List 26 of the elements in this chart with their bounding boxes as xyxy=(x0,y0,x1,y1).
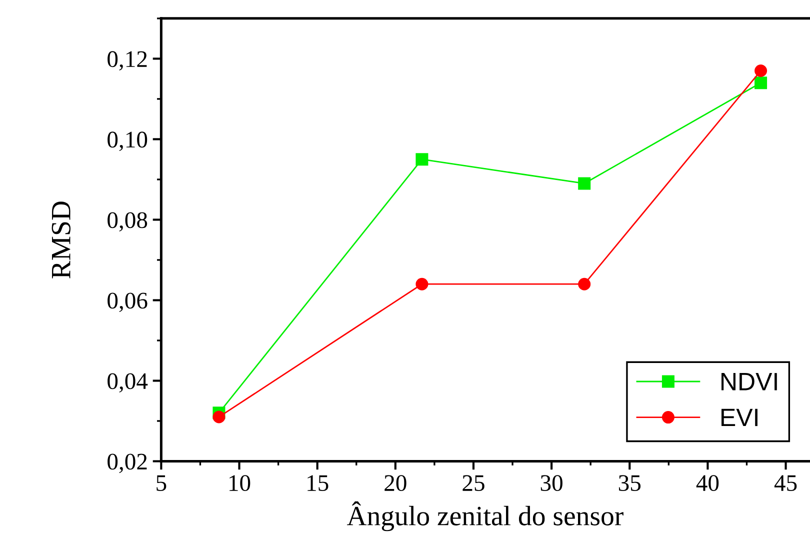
point xyxy=(416,153,428,166)
x-tick-label: 35 xyxy=(618,475,641,492)
point xyxy=(754,76,768,90)
x-tick-label: 20 xyxy=(384,475,406,492)
y-tick-label: 0,12 xyxy=(108,51,147,71)
x-tick-label: 10 xyxy=(230,475,250,492)
y-tick-label: 0,08 xyxy=(108,212,148,232)
y-tick-label: 0,02 xyxy=(108,454,147,474)
y-tick-label: 0,04 xyxy=(108,373,148,393)
x-tick-label: 45 xyxy=(774,475,797,492)
point xyxy=(212,410,226,424)
x-tick-label: 15 xyxy=(308,475,328,492)
x-tick-label: 30 xyxy=(540,475,562,492)
point xyxy=(578,278,591,290)
point xyxy=(416,278,428,290)
x-axis-title: Ângulo zenital do sensor xyxy=(346,501,624,532)
x-tick-label: 5 xyxy=(156,475,166,492)
y-tick-label: 0,06 xyxy=(108,292,148,312)
x-tick-label: 40 xyxy=(696,475,719,492)
y-tick-label: 0,10 xyxy=(108,132,148,152)
y-axis-title: RMSD xyxy=(52,202,70,278)
legend-label: EVI xyxy=(722,408,758,426)
point xyxy=(578,177,591,190)
legend-label: NDVI xyxy=(722,373,777,390)
x-tick-label: 25 xyxy=(462,475,484,492)
point xyxy=(754,64,768,78)
